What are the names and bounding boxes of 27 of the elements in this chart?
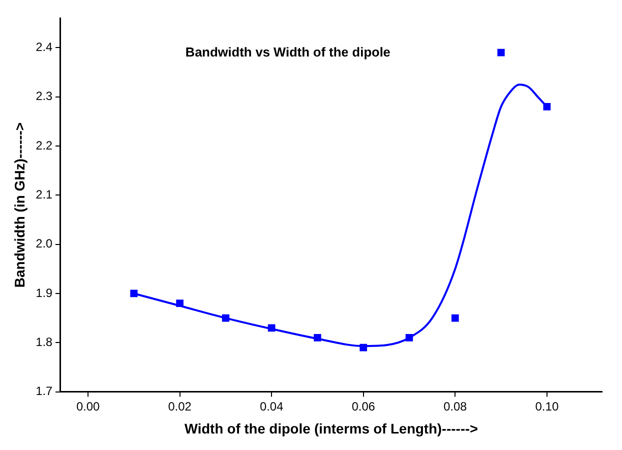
x-tick-label: 0.00 (76, 399, 100, 414)
x-axis-title: Width of the dipole (interms of Length)------> (184, 420, 478, 436)
y-tick-label: 2.4 (36, 40, 53, 54)
y-tick-label: 1.7 (36, 384, 53, 398)
point (497, 48, 505, 56)
x-tick-label: 0.04 (260, 399, 284, 414)
y-axis-title: Bandwidth (in GHz)------> (11, 122, 28, 288)
text: Bandwidth vs Width of the dipole (185, 44, 390, 60)
point (268, 324, 276, 332)
point (451, 314, 459, 322)
y-tick-label: 2.0 (36, 236, 53, 251)
y-tick-label: 2.2 (36, 138, 53, 152)
point (406, 334, 413, 342)
point (314, 334, 322, 342)
x-tick-label: 0.02 (168, 399, 192, 414)
x-tick-label: 0.08 (443, 399, 468, 414)
x-tick-label: 0.06 (352, 399, 376, 414)
point (543, 103, 551, 110)
y-tick-label: 1.8 (36, 334, 53, 349)
point (130, 290, 138, 298)
y-tick-label: 1.9 (36, 286, 53, 300)
point (360, 344, 368, 352)
point (222, 314, 230, 322)
y-tick-label: 2.3 (36, 89, 53, 104)
point (176, 300, 184, 307)
y-tick-label: 2.1 (36, 187, 53, 202)
x-tick-label: 0.10 (535, 399, 559, 414)
